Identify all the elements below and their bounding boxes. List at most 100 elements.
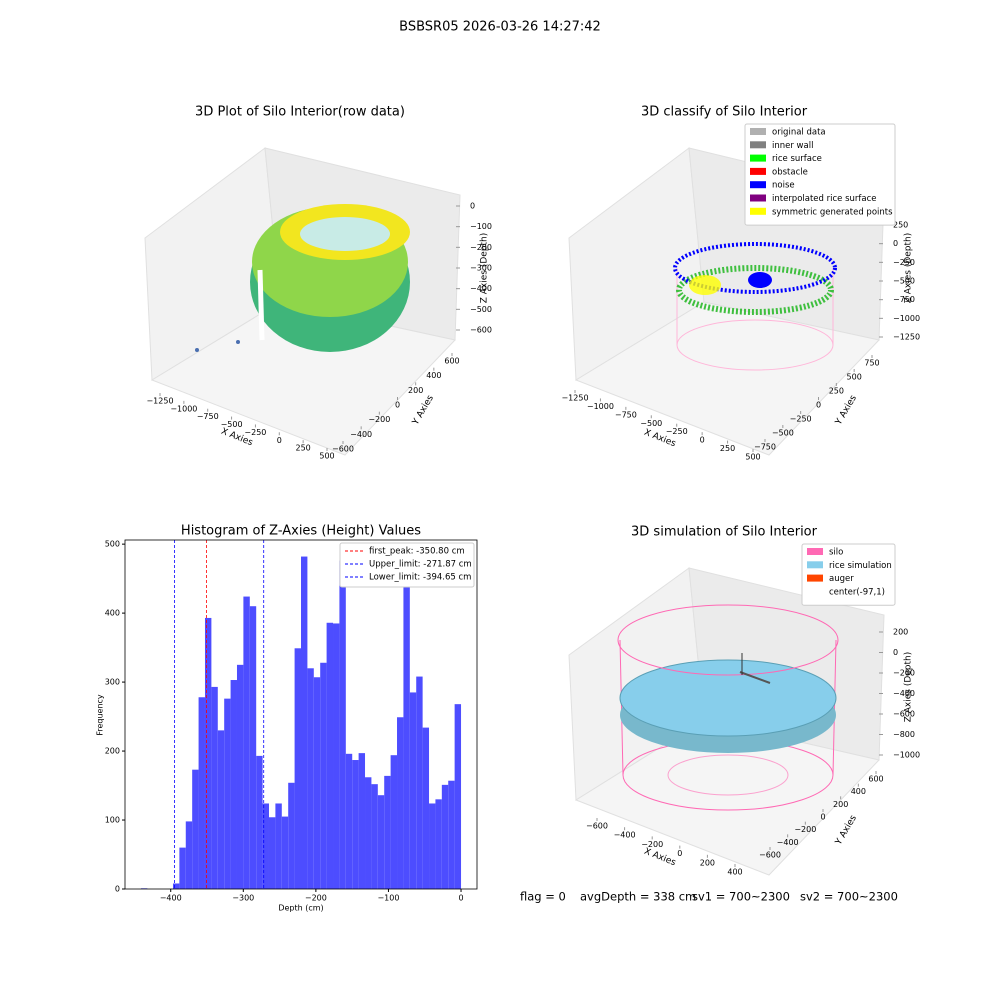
x-tick-label: 400 — [727, 868, 742, 877]
x-tick-label: −400 — [614, 831, 636, 840]
y-tick-label: 400 — [851, 787, 866, 796]
z-tick-label: 0 — [893, 239, 898, 248]
bar — [422, 727, 430, 889]
z-tick-label: −250 — [893, 258, 915, 267]
bar — [448, 780, 455, 889]
bar — [249, 606, 257, 889]
bar — [365, 777, 372, 889]
silo-wire — [617, 604, 839, 676]
bar — [339, 560, 346, 889]
y-tick-label: 300 — [105, 678, 120, 687]
z-tick-label: −400 — [893, 689, 915, 698]
z-tick-label: −750 — [893, 295, 915, 304]
z-axis-label: Z Axies (Depth) — [904, 233, 914, 304]
bar — [397, 717, 404, 889]
z-axis-label: Z Axies (Depth) — [480, 233, 490, 304]
figure-title: BSBSR05 2026-03-26 14:27:42 — [399, 20, 601, 35]
bar — [320, 662, 327, 889]
x-tick-label: −600 — [586, 822, 608, 831]
bar — [256, 755, 263, 889]
footer-text: avgDepth = 338 cm — [580, 890, 696, 904]
x-tick-label: −250 — [666, 427, 688, 436]
z-tick-label: −1250 — [893, 333, 920, 342]
y-tick-label: 600 — [444, 357, 459, 366]
y-tick-label: 750 — [864, 359, 879, 368]
auger — [739, 671, 771, 684]
legend-swatch — [750, 141, 766, 149]
y-tick-label: 100 — [105, 816, 120, 825]
y-tick-label: −400 — [777, 838, 799, 847]
legend-box — [801, 543, 896, 606]
x-tick-label: 250 — [720, 444, 735, 453]
bar — [345, 753, 353, 889]
x-tick-label: 200 — [700, 858, 715, 867]
legend-label: original data — [772, 128, 826, 138]
bar — [179, 847, 186, 889]
footer-text: sv2 = 700~2300 — [800, 890, 898, 904]
bar — [268, 817, 276, 889]
legend-label: Lower_limit: -394.65 cm — [369, 573, 471, 583]
y-tick-label: 200 — [105, 747, 120, 756]
bar — [352, 760, 359, 889]
x-tick-label: 0 — [677, 849, 682, 858]
y-tick-label: −500 — [772, 429, 794, 438]
z-tick-label: −400 — [470, 284, 492, 293]
bar — [281, 816, 289, 889]
y-tick-label: 0 — [816, 401, 821, 410]
z-tick-label: 250 — [893, 221, 908, 230]
y-tick-label: 0 — [820, 813, 825, 822]
footer-text: sv1 = 700~2300 — [692, 890, 790, 904]
x-tick-label: −200 — [641, 840, 663, 849]
x-tick-label: 500 — [319, 452, 334, 461]
point — [236, 340, 240, 344]
z-tick-label: −1000 — [893, 314, 920, 323]
point — [195, 348, 199, 352]
x-tick-label: 250 — [296, 444, 311, 453]
x-tick-label: −750 — [197, 412, 219, 421]
x-tick-label: −250 — [244, 428, 266, 437]
bar — [454, 704, 462, 889]
legend-label: rice surface — [772, 154, 822, 164]
legend-label: noise — [772, 181, 795, 191]
x-tick-label: −200 — [305, 894, 327, 903]
x-tick-label: 0 — [277, 436, 282, 445]
y-tick-label: 0 — [395, 401, 400, 410]
z-tick-label: −800 — [893, 730, 915, 739]
y-tick-label: 200 — [833, 800, 848, 809]
point-cloud — [689, 275, 721, 295]
x-tick-label: −500 — [640, 419, 662, 428]
pane — [574, 719, 880, 876]
y-tick-label: −250 — [790, 415, 812, 424]
legend-label: center(-97,1) — [829, 587, 885, 597]
bar — [198, 697, 205, 889]
y-tick-label: 500 — [847, 373, 862, 382]
z-tick-label: 200 — [893, 628, 908, 637]
legend-label: rice simulation — [829, 561, 892, 571]
bar — [288, 782, 295, 889]
y-axis-label: Y Axies — [833, 393, 859, 427]
bar — [301, 556, 308, 889]
y-tick-label: 250 — [829, 387, 844, 396]
z-tick-label: 0 — [893, 648, 898, 657]
bar — [307, 668, 314, 889]
chart-title: 3D classify of Silo Interior — [641, 105, 808, 120]
x-tick-label: −1250 — [561, 394, 588, 403]
legend-label: symmetric generated points — [772, 207, 893, 217]
silo-wire — [619, 639, 624, 776]
legend-swatch — [750, 194, 766, 202]
bar — [358, 753, 366, 889]
legend-swatch — [807, 574, 823, 582]
x-tick-label: −1000 — [587, 402, 614, 411]
silo-wire — [832, 639, 837, 776]
bar — [211, 686, 218, 889]
x-tick-label: −100 — [377, 894, 399, 903]
point-cloud — [673, 242, 837, 294]
y-tick-label: 500 — [105, 540, 120, 549]
x-axis-label: X Axies — [643, 847, 678, 869]
footer-text: flag = 0 — [520, 890, 566, 904]
legend-box — [339, 542, 475, 588]
y-tick-label: −600 — [332, 445, 354, 454]
legend-label: interpolated rice surface — [772, 194, 877, 204]
bar — [275, 803, 282, 889]
point-cloud — [748, 272, 772, 288]
